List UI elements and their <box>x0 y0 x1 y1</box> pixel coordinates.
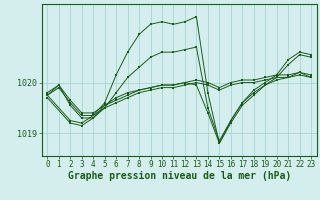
X-axis label: Graphe pression niveau de la mer (hPa): Graphe pression niveau de la mer (hPa) <box>68 171 291 181</box>
